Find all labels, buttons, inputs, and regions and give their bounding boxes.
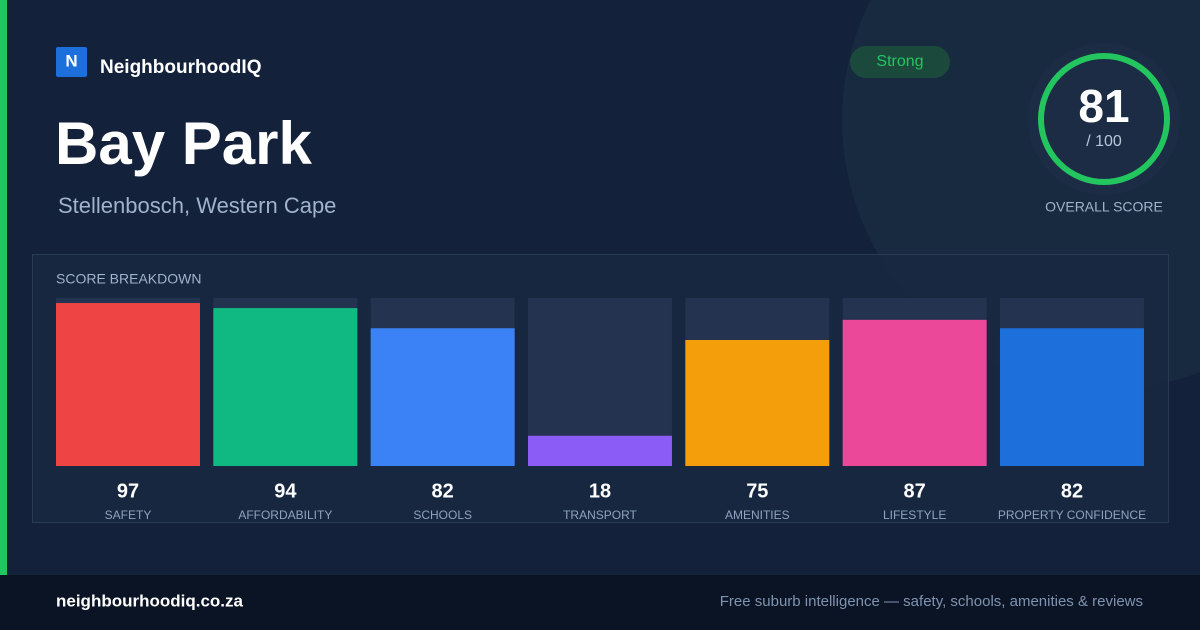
brand-name: NeighbourhoodIQ <box>100 57 261 78</box>
category-label: PROPERTY CONFIDENCE <box>998 508 1146 522</box>
footer-site: neighbourhoodiq.co.za <box>56 591 244 610</box>
logo-box <box>56 47 87 77</box>
category-label: SCHOOLS <box>413 508 472 522</box>
score-disc <box>1028 43 1180 195</box>
badge <box>850 46 950 78</box>
category-label: TRANSPORT <box>563 508 637 522</box>
bar <box>370 328 515 466</box>
score-value: 81 <box>1078 80 1129 132</box>
score-label: OVERALL SCORE <box>1045 199 1163 215</box>
score-suffix: / 100 <box>1086 133 1122 150</box>
badge-text: Strong <box>876 53 923 70</box>
category-label: AFFORDABILITY <box>238 508 332 522</box>
bar <box>56 303 200 466</box>
logo-letter: N <box>65 51 77 70</box>
value-label: 18 <box>589 480 611 502</box>
score-ring <box>1038 53 1170 185</box>
value-label: 97 <box>117 480 139 502</box>
accent-strip <box>0 0 7 575</box>
footer <box>0 575 1200 630</box>
value-label: 82 <box>432 480 454 502</box>
bar <box>685 340 830 466</box>
bar <box>527 435 672 466</box>
bar <box>213 308 358 466</box>
value-label: 82 <box>1061 480 1083 502</box>
location: Stellenbosch, Western Cape <box>58 193 336 218</box>
footer-tagline: Free suburb intelligence — safety, schoo… <box>720 593 1143 610</box>
bars: 97 SAFETY 94 AFFORDABILITY 82 SCHOOLS 18 TRANSP… <box>56 298 1146 522</box>
title: Bay Park <box>55 110 312 177</box>
breakdown-title: SCORE BREAKDOWN <box>56 271 201 287</box>
category-label: SAFETY <box>105 508 152 522</box>
category-label: LIFESTYLE <box>883 508 946 522</box>
bar <box>999 328 1144 466</box>
value-label: 94 <box>274 480 297 502</box>
value-label: 87 <box>904 480 926 502</box>
value-label: 75 <box>746 480 768 502</box>
category-label: AMENITIES <box>725 508 790 522</box>
bar <box>842 319 987 466</box>
